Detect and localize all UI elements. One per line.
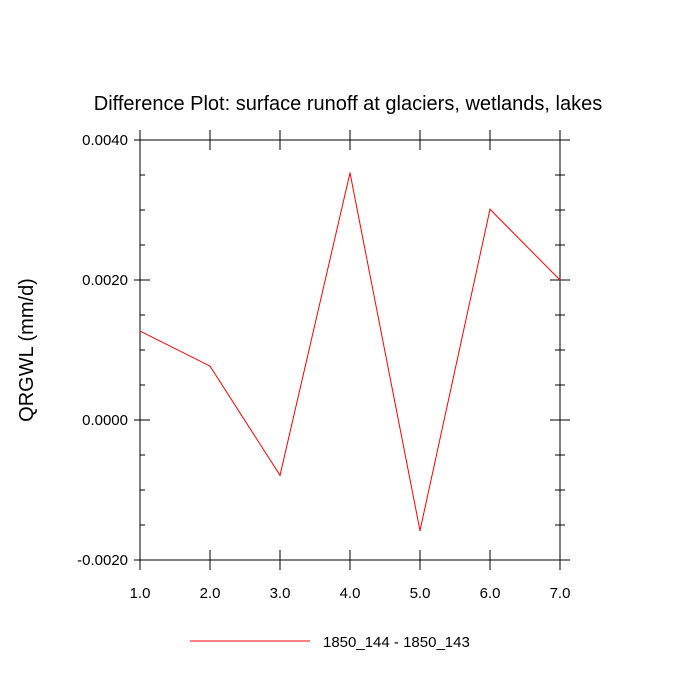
chart-title: Difference Plot: surface runoff at glaci… [94,93,602,115]
data-point [419,530,421,532]
series-line [139,172,561,531]
y-axis-label: QRGWL (mm/d) [16,278,38,422]
x-tick-label: 5.0 [410,585,431,602]
y-tick-label: -0.0020 [77,552,128,569]
plot-frame [139,139,561,561]
y-tick-labels: 0.0040 0.0020 0.0000 -0.0020 [77,132,128,569]
x-tick-labels: 1.0 2.0 3.0 4.0 5.0 6.0 7.0 [130,585,571,602]
data-point [139,330,141,332]
x-tick-label: 6.0 [480,585,501,602]
data-point [559,279,561,281]
y-tick-label: 0.0040 [82,132,128,149]
x-tick-label: 2.0 [200,585,221,602]
data-point [349,172,351,174]
legend-label: 1850_144 - 1850_143 [323,634,470,651]
data-point [279,474,281,476]
series-group [139,172,561,532]
x-tick-label: 3.0 [270,585,291,602]
data-point [489,208,491,210]
x-tick-label: 7.0 [550,585,571,602]
axis-ticks [134,130,570,570]
data-point [209,365,211,367]
x-tick-label: 1.0 [130,585,151,602]
y-tick-label: 0.0020 [82,272,128,289]
x-tick-label: 4.0 [340,585,361,602]
y-tick-label: 0.0000 [82,412,128,429]
